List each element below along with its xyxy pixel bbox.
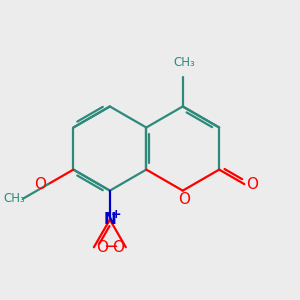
Text: O: O: [112, 240, 124, 255]
Text: CH₃: CH₃: [4, 192, 25, 205]
Text: +: +: [111, 208, 122, 221]
Text: −: −: [103, 238, 118, 256]
Text: CH₃: CH₃: [173, 56, 195, 69]
Text: O: O: [96, 240, 108, 255]
Text: O: O: [34, 177, 46, 192]
Text: O: O: [178, 192, 190, 207]
Text: O: O: [247, 177, 259, 192]
Text: N: N: [103, 212, 116, 227]
